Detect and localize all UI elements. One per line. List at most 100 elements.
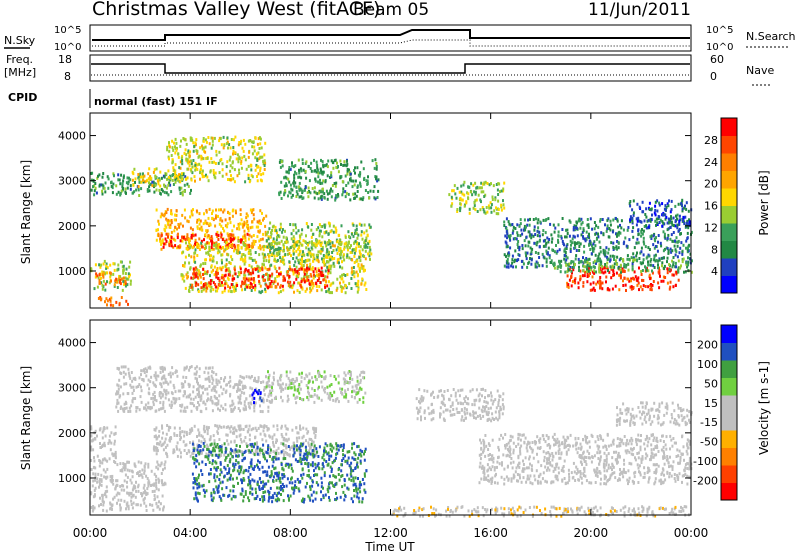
echo-cell [219, 283, 222, 287]
echo-cell [279, 259, 282, 263]
echo-cell [584, 270, 586, 274]
echo-cell [278, 228, 281, 232]
echo-cell [574, 243, 576, 247]
echo-cell [273, 254, 276, 258]
echo-cell [632, 286, 635, 289]
echo-cell [240, 255, 243, 259]
echo-cell [220, 276, 223, 280]
echo-cell [250, 265, 253, 269]
echo-cell [194, 233, 197, 237]
echo-cell [318, 223, 321, 227]
echo-cell [319, 196, 322, 200]
echo-cell [132, 501, 135, 505]
echo-cell [278, 241, 281, 245]
echo-cell [598, 267, 600, 271]
echo-cell [201, 435, 204, 439]
echo-cell [286, 170, 289, 174]
echo-cell [354, 192, 357, 196]
echo-cell [294, 164, 297, 168]
echo-cell [550, 240, 553, 244]
echo-cell [628, 238, 631, 242]
echo-cell [145, 408, 148, 412]
echo-cell [178, 426, 181, 430]
echo-cell [118, 492, 121, 496]
echo-cell [258, 230, 261, 234]
echo-cell [645, 224, 648, 228]
echo-cell [217, 208, 220, 212]
echo-cell [598, 281, 601, 285]
echo-cell [605, 265, 608, 269]
echo-cell [253, 239, 256, 243]
echo-cell [90, 178, 93, 182]
echo-cell [125, 382, 128, 386]
echo-cell [612, 248, 615, 251]
echo-cell [168, 425, 170, 429]
echo-cell [131, 470, 134, 474]
echo-cell [153, 168, 156, 172]
echo-cell [175, 218, 177, 222]
echo-cell [204, 377, 207, 381]
echo-cell [227, 242, 230, 246]
nave-tick-low: 0 [710, 70, 717, 83]
echo-cell [200, 289, 203, 293]
echo-cell [283, 184, 286, 188]
echo-cell [194, 376, 197, 380]
echo-cell [375, 167, 378, 171]
echo-cell [246, 430, 249, 434]
echo-cell [205, 258, 207, 262]
echo-cell [353, 183, 356, 187]
echo-cell [213, 385, 216, 389]
echo-cell [155, 378, 158, 382]
echo-cell [188, 432, 191, 435]
echo-cell [287, 177, 290, 181]
echo-cell [217, 248, 220, 252]
echo-cell [256, 152, 259, 156]
echo-cell [298, 267, 301, 271]
echo-cell [521, 247, 524, 251]
echo-cell [221, 174, 224, 178]
echo-cell [579, 269, 582, 273]
echo-cell [214, 162, 217, 165]
echo-cell [237, 249, 240, 253]
echo-cell [316, 192, 319, 196]
echo-cell [294, 270, 297, 274]
echo-cell [175, 369, 178, 373]
echo-cell [663, 264, 666, 268]
echo-cell [509, 234, 512, 238]
echo-cell [126, 475, 129, 479]
echo-cell [189, 428, 192, 432]
echo-cell [244, 285, 247, 289]
echo-cell [668, 263, 671, 267]
echo-cell [193, 244, 196, 248]
echo-cell [586, 263, 589, 267]
echo-cell [155, 487, 158, 491]
echo-cell [373, 166, 376, 170]
echo-cell [655, 217, 658, 221]
echo-cell [244, 244, 247, 248]
echo-cell [646, 255, 649, 259]
echo-cell [231, 160, 234, 164]
echo-cell [244, 247, 247, 251]
echo-cell [354, 171, 356, 175]
echo-cell [362, 265, 365, 269]
echo-cell [120, 277, 123, 281]
echo-cell [366, 233, 369, 237]
echo-cell [322, 254, 325, 257]
echo-cell [617, 233, 620, 237]
echo-cell [296, 289, 299, 293]
echo-cell [289, 267, 292, 271]
echo-cell [92, 472, 95, 476]
echo-cell [257, 269, 260, 273]
echo-cell [246, 246, 248, 250]
echo-cell [319, 178, 321, 182]
echo-cell [675, 214, 677, 218]
echo-cell [658, 221, 661, 224]
echo-cell [253, 149, 256, 153]
echo-cell [243, 439, 246, 443]
echo-cell [500, 189, 503, 193]
echo-cell [202, 262, 205, 266]
echo-cell [647, 269, 650, 273]
echo-cell [274, 279, 277, 283]
echo-cell [657, 263, 659, 267]
echo-cell [610, 266, 613, 270]
